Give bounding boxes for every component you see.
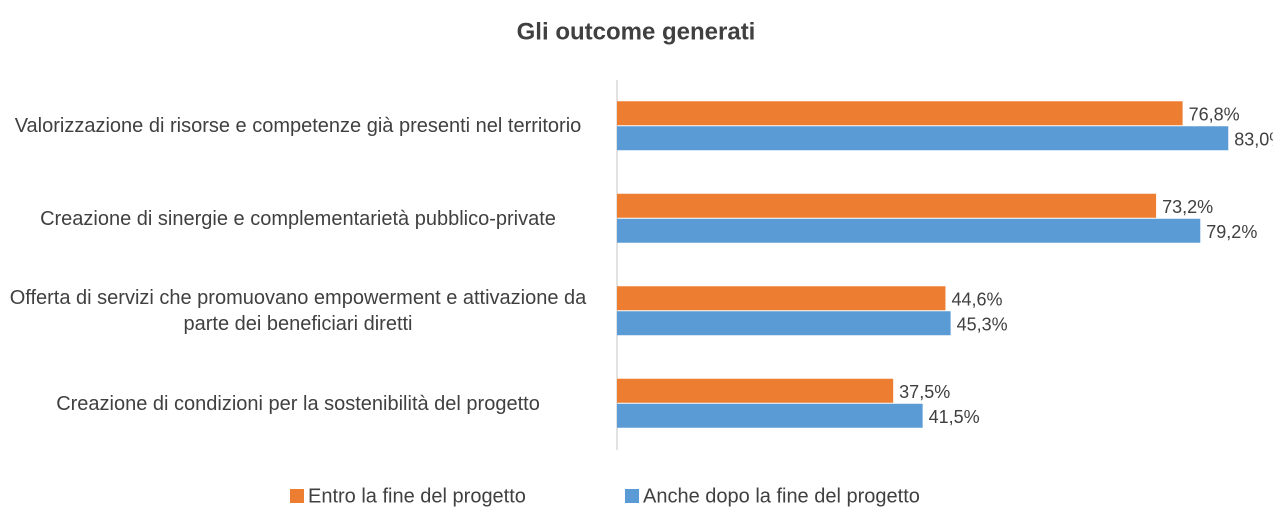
bar	[617, 126, 1229, 151]
legend-label: Entro la fine del progetto	[308, 485, 526, 507]
value-label: 76,8%	[1189, 105, 1240, 125]
bar	[617, 403, 923, 428]
bar	[617, 286, 946, 311]
value-label: 83,0%	[1234, 130, 1273, 150]
value-label: 73,2%	[1162, 197, 1213, 217]
value-label: 79,2%	[1206, 222, 1257, 242]
value-label: 45,3%	[957, 315, 1008, 335]
category-label: Valorizzazione di risorse e competenze g…	[14, 115, 582, 138]
bar	[617, 193, 1157, 218]
category-label: Creazione di sinergie e complementarietà…	[40, 207, 556, 230]
bar	[617, 218, 1201, 243]
value-label: 37,5%	[899, 382, 950, 402]
value-label: 44,6%	[951, 290, 1002, 310]
legend-label: Anche dopo la fine del progetto	[643, 485, 920, 507]
value-label: 41,5%	[929, 407, 980, 427]
bar	[617, 101, 1183, 126]
legend-swatch	[290, 489, 304, 503]
bar	[617, 311, 951, 336]
legend-swatch	[625, 489, 639, 503]
category-label: Creazione di condizioni per la sostenibi…	[56, 392, 540, 415]
bar	[617, 378, 894, 403]
chart-title: Gli outcome generati	[517, 18, 756, 45]
category-label: Offerta di servizi che promuovano empowe…	[9, 287, 587, 336]
